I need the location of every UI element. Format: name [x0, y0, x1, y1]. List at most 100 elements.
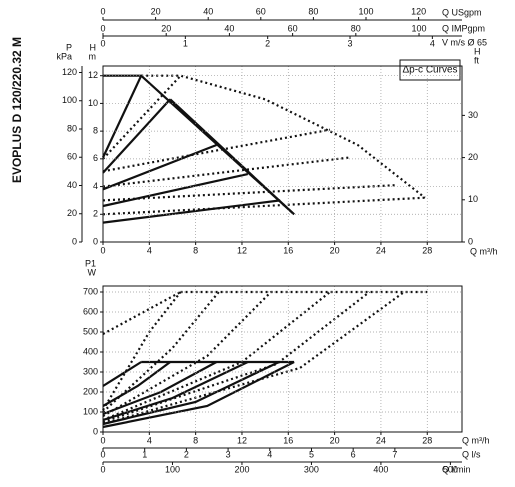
- extra-tick-label: 3: [226, 449, 231, 459]
- curve: [102, 74, 182, 160]
- x-tick-label: 0: [100, 245, 105, 255]
- curve: [102, 128, 331, 173]
- axis-title: P: [66, 42, 72, 52]
- y-tick-label: 0: [93, 236, 98, 246]
- extra-tick-label: 120: [62, 67, 77, 77]
- extra-tick-label: 80: [67, 123, 77, 133]
- axis-title: H: [90, 42, 97, 52]
- curve: [102, 173, 249, 208]
- x-tick-label: 4: [147, 435, 152, 445]
- x-tick-label: 28: [422, 245, 432, 255]
- curve: [102, 361, 249, 422]
- axis-title: kPa: [56, 51, 72, 61]
- extra-tick-label: 10: [468, 194, 478, 204]
- axis-title: Q m³/h: [462, 435, 490, 445]
- curve: [102, 291, 371, 424]
- extra-tick-label: 4: [430, 38, 435, 48]
- extra-tick-label: 100: [358, 6, 373, 16]
- curve: [102, 156, 350, 188]
- extra-tick-label: 2: [184, 449, 189, 459]
- curve: [102, 199, 281, 224]
- x-tick-label: 28: [422, 435, 432, 445]
- extra-tick-label: 60: [288, 23, 298, 33]
- axis-title: W: [88, 267, 97, 277]
- x-tick-label: 16: [283, 435, 293, 445]
- x-tick-label: 20: [330, 245, 340, 255]
- curve: [102, 291, 220, 413]
- y-tick-label: 100: [83, 406, 98, 416]
- curve: [102, 361, 280, 426]
- x-tick-label: 16: [283, 245, 293, 255]
- y-tick-label: 500: [83, 326, 98, 336]
- extra-tick-label: 20: [161, 23, 171, 33]
- extra-tick-label: 100: [412, 23, 427, 33]
- x-tick-label: 12: [237, 245, 247, 255]
- extra-tick-label: 20: [151, 6, 161, 16]
- curve: [102, 361, 171, 407]
- x-tick-label: 12: [237, 435, 247, 445]
- curve: [102, 291, 272, 417]
- x-tick-label: 0: [100, 435, 105, 445]
- extra-tick-label: 60: [67, 152, 77, 162]
- axis-title: Q l/s: [462, 449, 481, 459]
- y-tick-label: 300: [83, 366, 98, 376]
- extra-tick-label: 1: [183, 38, 188, 48]
- extra-tick-label: 6: [351, 449, 356, 459]
- curve: [102, 196, 425, 216]
- y-tick-label: 2: [93, 209, 98, 219]
- extra-tick-label: 7: [392, 449, 397, 459]
- extra-tick-label: 0: [100, 6, 105, 16]
- extra-tick-label: 0: [100, 449, 105, 459]
- x-tick-label: 4: [147, 245, 152, 255]
- extra-tick-label: 20: [67, 208, 77, 218]
- extra-tick-label: 120: [411, 6, 426, 16]
- extra-tick-label: 0: [72, 236, 77, 246]
- extra-tick-label: 60: [256, 6, 266, 16]
- extra-tick-label: 40: [203, 6, 213, 16]
- axis-title: Q m³/h: [470, 246, 498, 256]
- curve: [102, 143, 217, 191]
- extra-tick-label: 100: [165, 464, 180, 474]
- curve: [102, 98, 172, 174]
- axis-title: Q l/min: [442, 464, 471, 474]
- extra-tick-label: 500: [443, 464, 458, 474]
- axis-title: V m/s Ø 65: [442, 37, 487, 47]
- extra-tick-label: 20: [468, 152, 478, 162]
- x-tick-label: 8: [193, 245, 198, 255]
- extra-tick-label: 0: [100, 464, 105, 474]
- extra-tick-label: 80: [351, 23, 361, 33]
- curve: [102, 184, 395, 202]
- y-tick-label: 8: [93, 126, 98, 136]
- annotation-box: [399, 59, 461, 81]
- plot-frame: [102, 285, 463, 433]
- extra-tick-label: 2: [265, 38, 270, 48]
- y-tick-label: 10: [88, 98, 98, 108]
- extra-tick-label: 5: [309, 449, 314, 459]
- axis-title: H: [474, 46, 481, 56]
- x-tick-label: 8: [193, 435, 198, 445]
- annotation: Δp-c Curves: [402, 65, 457, 76]
- curve: [102, 291, 405, 426]
- extra-tick-label: 3: [348, 38, 353, 48]
- x-tick-label: 24: [376, 245, 386, 255]
- curve: [102, 361, 142, 387]
- extra-tick-label: 0: [100, 23, 105, 33]
- y-tick-label: 6: [93, 153, 98, 163]
- curve: [169, 98, 295, 216]
- extra-tick-label: 40: [224, 23, 234, 33]
- axis-title: P1: [85, 258, 96, 268]
- curve: [102, 75, 143, 158]
- y-tick-label: 700: [83, 286, 98, 296]
- extra-tick-label: 0: [468, 236, 473, 246]
- extra-tick-label: 200: [234, 464, 249, 474]
- extra-tick-label: 100: [62, 95, 77, 105]
- page-title: EVOPLUS D 120/220.32 M: [10, 37, 24, 183]
- extra-tick-label: 1: [142, 449, 147, 459]
- extra-tick-label: 300: [304, 464, 319, 474]
- extra-tick-label: 30: [468, 110, 478, 120]
- extra-tick-label: 80: [308, 6, 318, 16]
- curve: [141, 74, 426, 199]
